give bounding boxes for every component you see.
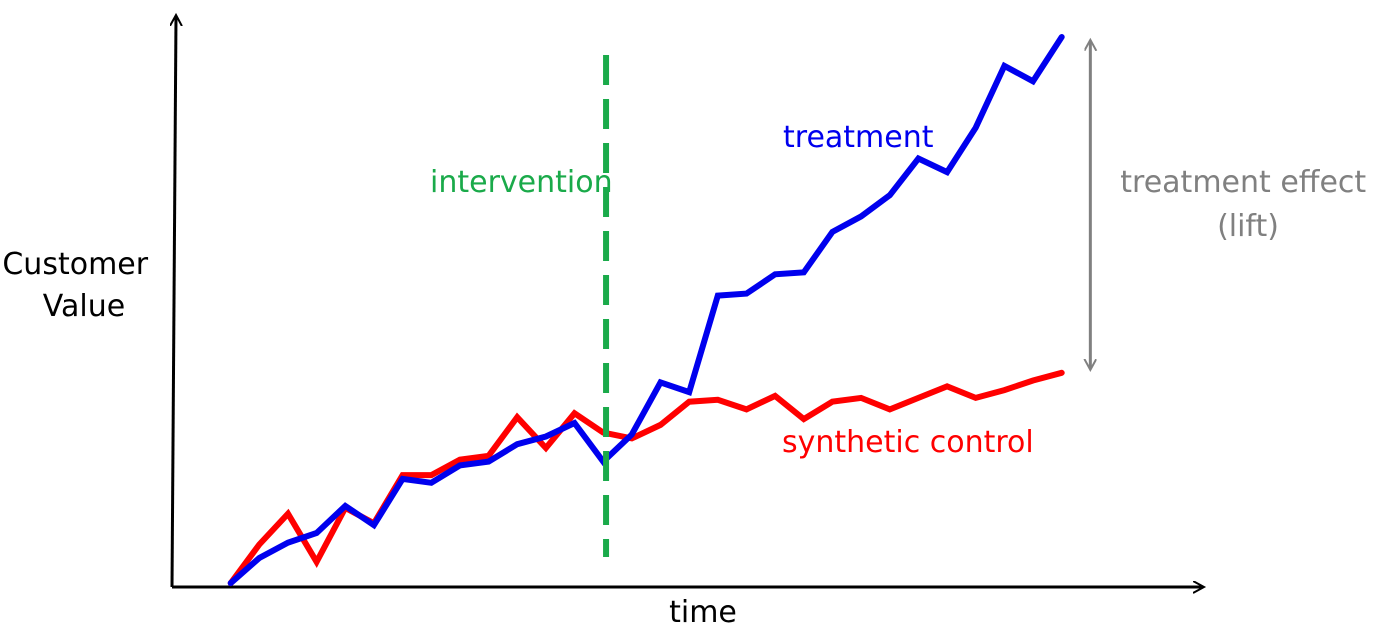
x-axis-label: time bbox=[669, 595, 737, 630]
y-axis-label-line-1: Customer bbox=[2, 247, 148, 282]
series-line-treatment bbox=[227, 34, 1065, 587]
treatment-effect-label-line-1: treatment effect bbox=[1120, 165, 1366, 200]
series-label-synthetic-control: synthetic control bbox=[782, 425, 1034, 460]
y-axis bbox=[172, 16, 176, 588]
y-axis-label-line-2: Value bbox=[43, 289, 125, 324]
treatment-effect-label: treatment effect (lift) bbox=[1120, 165, 1375, 244]
series-label-treatment: treatment bbox=[783, 120, 934, 155]
treatment-effect-label-line-2: (lift) bbox=[1217, 209, 1279, 244]
y-axis-label: Customer Value bbox=[2, 247, 157, 324]
intervention-label: intervention bbox=[430, 165, 613, 200]
